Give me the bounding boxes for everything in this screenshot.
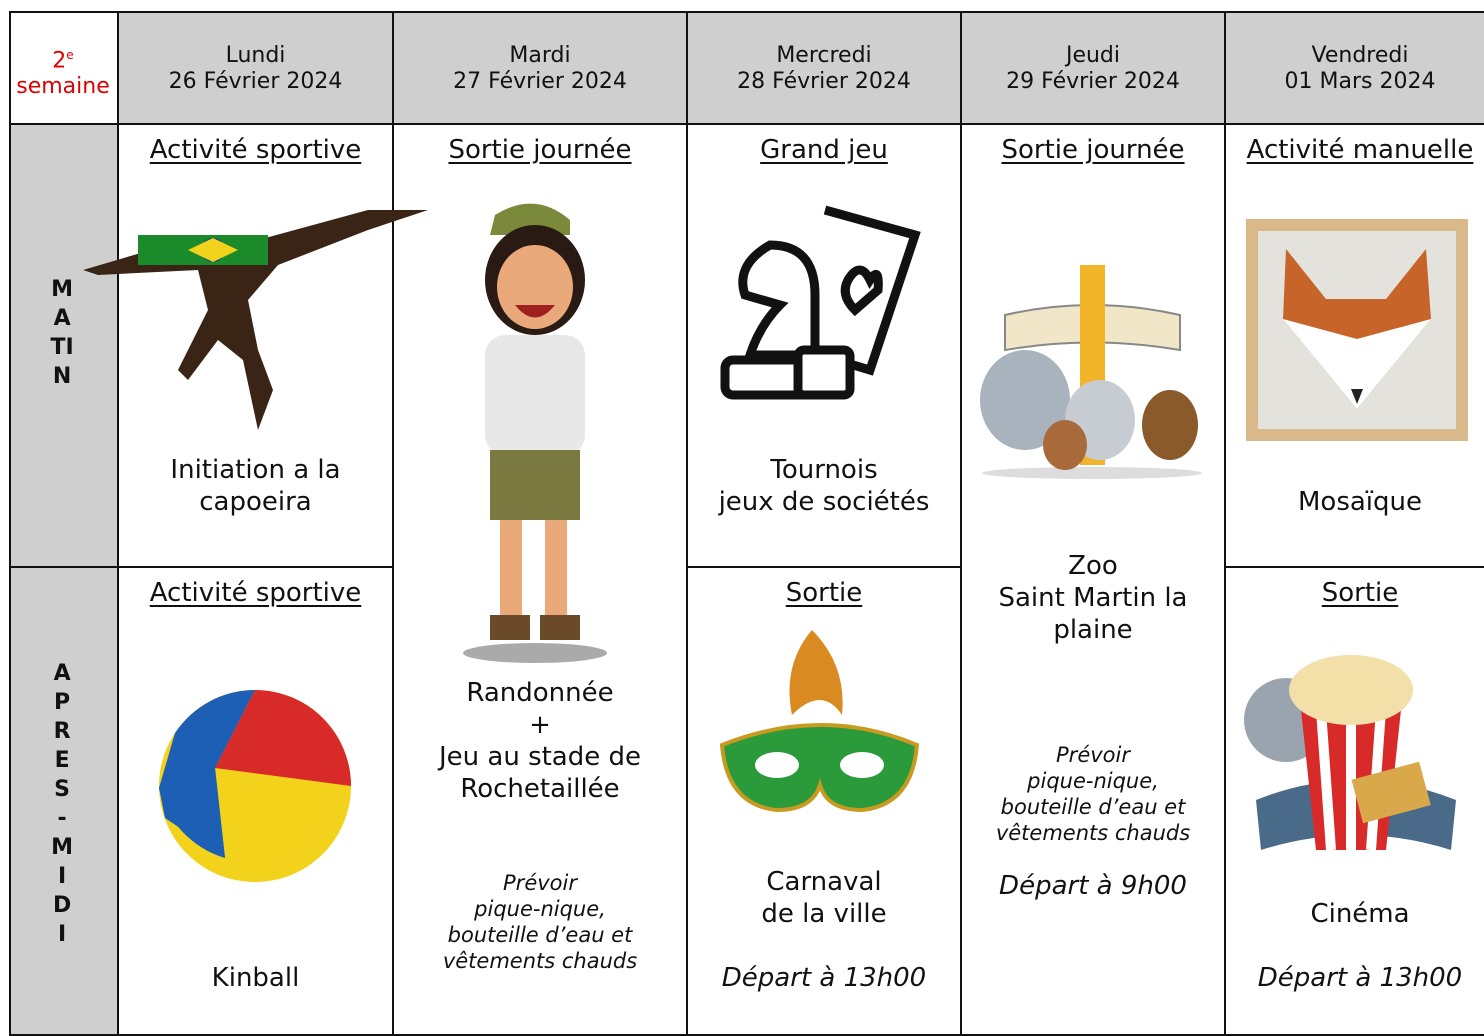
activity-title: Sortie [785, 578, 863, 608]
activity-title: Sortie journée [1001, 135, 1185, 165]
activity-departure: Départ à 13h00 [721, 963, 927, 993]
hiker-image [463, 203, 607, 663]
activity-text: Tournois jeux de sociétés [718, 455, 930, 517]
activity-text: Zoo Saint Martin la plaine [998, 551, 1188, 645]
activity-text: Initiation a la capoeira [170, 455, 341, 517]
activity-text: Carnaval de la ville [761, 867, 887, 929]
activity-text: Kinball [211, 963, 300, 993]
activity-note: Prévoir pique-nique, bouteille d’eau et … [442, 871, 638, 973]
mask-image [719, 630, 920, 813]
day-header: Mercredi 28 Février 2024 [688, 43, 960, 95]
activity-text: Cinéma [1310, 899, 1410, 929]
activity-text: Mosaïque [1297, 487, 1423, 517]
day-name: Vendredi [1311, 43, 1409, 68]
day-header: Vendredi 01 Mars 2024 [1226, 43, 1484, 95]
day-name: Lundi [225, 43, 286, 68]
week-number: 2 [52, 48, 67, 74]
period-label: APRES-MIDI [51, 661, 74, 947]
activity-title: Activité sportive [149, 578, 362, 608]
activity-title: Sortie [1321, 578, 1399, 608]
activity-title: Activité manuelle [1246, 135, 1474, 165]
day-cell [392, 11, 688, 125]
day-header: Jeudi 29 Février 2024 [962, 43, 1224, 95]
games-icon [720, 205, 921, 400]
day-header: Lundi 26 Février 2024 [119, 43, 392, 95]
ball-image [159, 690, 351, 882]
day-name: Jeudi [1065, 43, 1121, 68]
day-date: 29 Février 2024 [1006, 69, 1180, 94]
activity-departure: Départ à 13h00 [1257, 963, 1463, 993]
activity-note: Prévoir pique-nique, bouteille d’eau et … [995, 743, 1191, 845]
week-suffix: e [66, 48, 74, 62]
day-name: Mercredi [776, 43, 872, 68]
day-header: Mardi 27 Février 2024 [394, 43, 686, 95]
activity-text: Randonnée + Jeu au stade de Rochetaillée [438, 678, 642, 804]
activity-departure: Départ à 9h00 [999, 871, 1187, 901]
day-date: 01 Mars 2024 [1284, 69, 1436, 94]
day-date: 26 Février 2024 [168, 69, 343, 94]
capoeira-image [83, 210, 428, 430]
day-date: 27 Février 2024 [453, 69, 627, 94]
week-text: semaine [16, 74, 110, 100]
period-label: MATIN [50, 277, 74, 389]
day-name: Mardi [509, 43, 571, 68]
activity-title: Grand jeu [760, 135, 888, 165]
day-date: 28 Février 2024 [737, 69, 911, 94]
activity-title: Sortie journée [448, 135, 632, 165]
week-label: 2e semaine [10, 42, 116, 100]
cinema-image [1244, 655, 1456, 851]
day-cell [1224, 11, 1484, 125]
zoo-image [980, 265, 1202, 479]
activity-title: Activité sportive [149, 135, 362, 165]
mosaic-image [1246, 219, 1468, 441]
